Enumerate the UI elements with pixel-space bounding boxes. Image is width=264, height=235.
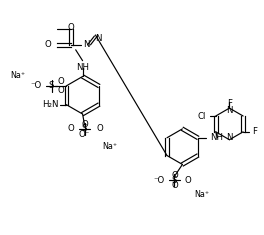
- Text: N: N: [226, 133, 233, 142]
- Text: S: S: [49, 81, 54, 90]
- Text: S: S: [82, 124, 87, 133]
- Text: O: O: [57, 86, 64, 95]
- Text: O: O: [184, 176, 191, 185]
- Text: O: O: [171, 171, 178, 180]
- Text: Na⁺: Na⁺: [102, 142, 117, 151]
- Text: S: S: [172, 176, 177, 185]
- Text: NH: NH: [210, 133, 223, 142]
- Text: Na⁺: Na⁺: [194, 190, 209, 199]
- Text: O⁻: O⁻: [79, 130, 90, 139]
- Text: N: N: [84, 40, 90, 49]
- Text: O: O: [57, 77, 64, 86]
- Text: ⁻O: ⁻O: [30, 81, 42, 90]
- Text: O: O: [68, 124, 75, 133]
- Text: ⁻O: ⁻O: [153, 176, 165, 185]
- Text: O: O: [44, 40, 51, 49]
- Text: Cl: Cl: [197, 112, 206, 121]
- Text: NH: NH: [76, 63, 89, 72]
- Text: N: N: [96, 34, 102, 43]
- Text: O: O: [171, 181, 178, 190]
- Text: F: F: [227, 99, 232, 108]
- Text: Na⁺: Na⁺: [11, 71, 26, 81]
- Text: O: O: [96, 124, 103, 133]
- Text: F: F: [252, 127, 257, 136]
- Text: H₂N: H₂N: [42, 100, 58, 109]
- Text: N: N: [226, 106, 233, 115]
- Text: O: O: [67, 23, 74, 32]
- Text: O: O: [81, 120, 88, 129]
